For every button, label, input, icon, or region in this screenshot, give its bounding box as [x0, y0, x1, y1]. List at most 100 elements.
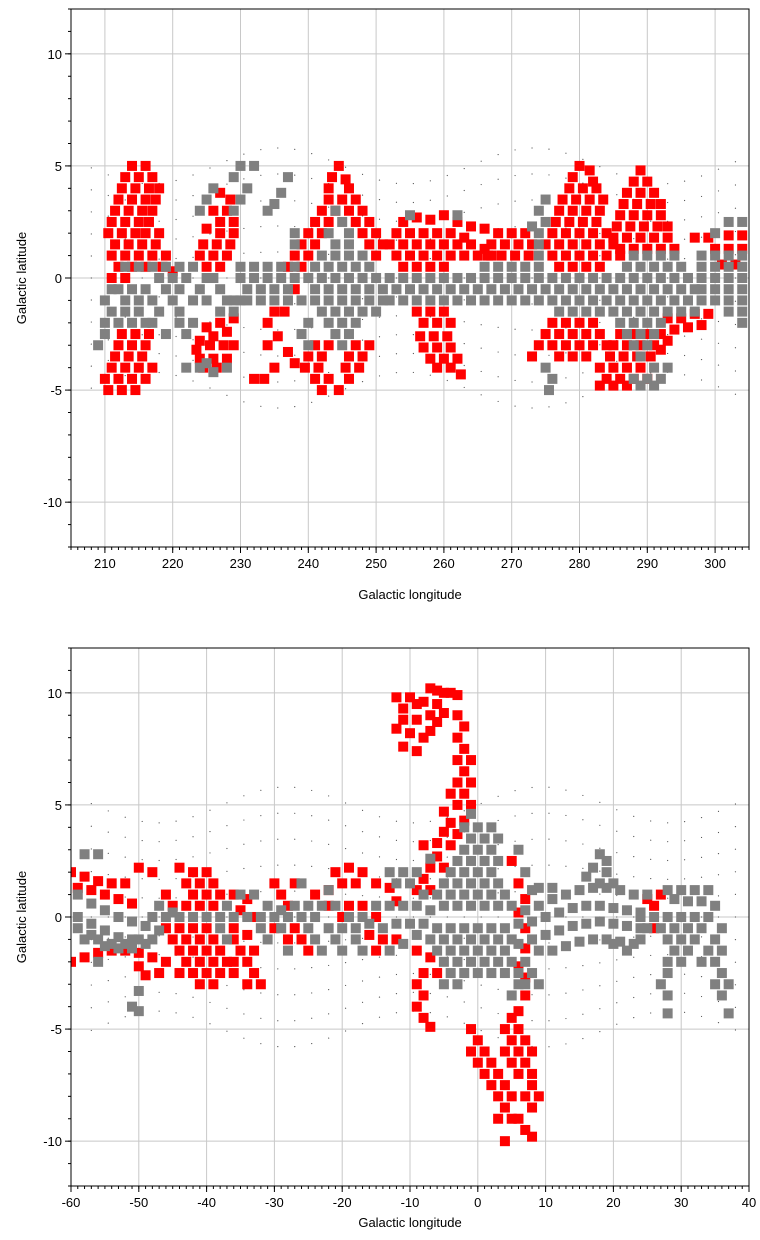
gray-marker [486, 822, 497, 833]
reference-dot [277, 786, 279, 788]
gray-marker [459, 867, 470, 878]
red-marker [655, 344, 666, 355]
red-marker [642, 243, 653, 254]
reference-dot [429, 992, 431, 995]
gray-marker [337, 261, 348, 272]
y-tick-label: 0 [55, 910, 62, 925]
reference-dot [582, 158, 584, 160]
red-marker [588, 228, 599, 239]
reference-dot [514, 354, 516, 356]
red-marker [554, 329, 565, 340]
gray-marker [120, 938, 131, 949]
red-marker [391, 934, 402, 945]
red-marker [411, 212, 422, 223]
reference-dot [633, 856, 635, 858]
reference-dot [328, 843, 330, 845]
reference-dot [158, 954, 160, 956]
reference-dot [650, 858, 652, 860]
red-marker [645, 351, 656, 362]
gray-marker [710, 228, 721, 239]
red-marker [93, 947, 104, 958]
y-tick-label: -5 [50, 1022, 62, 1037]
reference-dot [734, 871, 737, 873]
red-marker [127, 261, 138, 272]
gray-marker [289, 239, 300, 250]
gray-marker [350, 295, 361, 306]
gray-marker [398, 295, 409, 306]
reference-dot [565, 402, 567, 404]
gray-marker [621, 945, 632, 956]
red-marker [391, 228, 402, 239]
red-marker [628, 243, 639, 254]
reference-dot [548, 838, 550, 840]
red-marker [405, 250, 415, 261]
red-marker [405, 228, 415, 239]
red-marker [438, 708, 449, 719]
gray-marker [527, 934, 538, 945]
red-marker [201, 867, 212, 878]
gray-marker [411, 929, 422, 940]
red-marker [188, 923, 199, 934]
red-marker [398, 741, 409, 752]
gray-marker [723, 216, 734, 227]
reference-dot [226, 825, 228, 827]
reference-dot [717, 831, 720, 834]
gray-marker [642, 317, 653, 328]
red-marker [269, 306, 280, 317]
reference-dot [683, 1011, 686, 1013]
gray-marker [208, 273, 219, 283]
reference-dot [361, 959, 364, 961]
reference-dot [226, 847, 228, 850]
reference-dot [294, 812, 296, 814]
gray-marker [662, 284, 673, 295]
reference-dot [700, 338, 703, 340]
reference-dot [700, 216, 703, 218]
reference-dot [531, 838, 533, 840]
gray-marker [438, 956, 449, 967]
red-marker [218, 340, 229, 351]
reference-dot [175, 199, 177, 201]
red-marker [520, 1057, 531, 1068]
red-marker [418, 1012, 429, 1023]
red-marker [147, 362, 158, 373]
gray-marker [513, 979, 524, 990]
red-marker [655, 889, 666, 900]
reference-dot [734, 323, 737, 326]
reference-dot [565, 814, 567, 817]
gray-marker [662, 990, 673, 1001]
red-marker [591, 216, 602, 227]
reference-dot [531, 786, 533, 789]
reference-dot [734, 1006, 737, 1008]
reference-dot [90, 961, 92, 963]
red-marker [113, 894, 124, 905]
reference-dot [395, 1012, 398, 1014]
gray-marker [628, 250, 639, 261]
red-marker [466, 221, 477, 232]
reference-dot [141, 859, 143, 861]
red-marker [608, 380, 619, 391]
gray-marker [235, 889, 246, 900]
red-marker [215, 228, 226, 239]
gray-marker [228, 306, 239, 317]
red-marker [289, 923, 300, 934]
red-marker [296, 934, 307, 945]
gray-marker [72, 923, 83, 934]
reference-dot [260, 941, 262, 943]
gray-marker [350, 934, 361, 945]
gray-marker [635, 380, 646, 391]
red-marker [86, 885, 97, 896]
red-marker [167, 934, 178, 945]
reference-dot [277, 1020, 279, 1022]
red-marker [499, 1024, 510, 1035]
reference-dot [734, 300, 737, 302]
reference-dot [209, 233, 211, 235]
reference-dot [175, 1012, 177, 1014]
series-red [71, 683, 666, 1147]
red-marker [506, 1113, 517, 1124]
series-red [99, 160, 748, 396]
red-marker [160, 889, 171, 900]
gray-marker [493, 956, 504, 967]
x-axis-label: Galactic longitude [358, 587, 461, 602]
reference-dot [90, 802, 92, 805]
reference-dot [667, 258, 669, 260]
